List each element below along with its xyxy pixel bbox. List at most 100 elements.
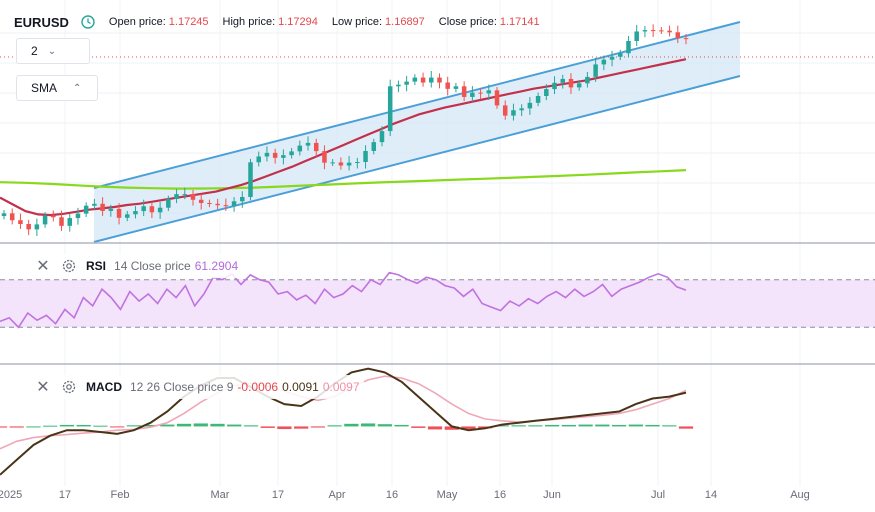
- candle-body: [650, 30, 656, 32]
- macd-histogram-bar: [176, 423, 192, 427]
- time-axis-label: May: [436, 489, 458, 501]
- macd-histogram-bar: [444, 426, 459, 430]
- macd-histogram-bar: [110, 426, 125, 428]
- candle-body: [601, 59, 607, 65]
- candle-body: [83, 205, 89, 214]
- gear-icon[interactable]: [60, 378, 78, 396]
- close-value: 1.17141: [499, 16, 540, 28]
- macd-histogram-bar: [461, 426, 476, 430]
- candle-body: [182, 194, 188, 196]
- macd-histogram-bar: [411, 426, 426, 428]
- candle-body: [281, 155, 286, 158]
- macd-histogram-bar: [59, 424, 75, 427]
- candle-body: [51, 215, 56, 218]
- candle-body: [659, 30, 664, 32]
- macd-signal-value: 0.0097: [322, 380, 360, 394]
- indicator-toggle[interactable]: SMA ⌃: [16, 75, 98, 101]
- chevron-down-icon: ⌄: [47, 45, 57, 57]
- candle-body: [609, 56, 615, 60]
- macd-histogram-bar: [43, 425, 58, 427]
- macd-histogram-bar: [210, 423, 225, 427]
- close-icon[interactable]: ✕: [36, 379, 50, 396]
- candle-body: [626, 41, 631, 54]
- candle-body: [585, 76, 590, 84]
- macd-histogram-bar: [511, 425, 526, 427]
- macd-histogram-bar: [243, 425, 259, 427]
- open-label: Open price:: [108, 16, 166, 28]
- candle-body: [675, 32, 681, 39]
- candle-body: [75, 213, 81, 219]
- macd-histogram-bar: [595, 424, 610, 427]
- candle-body: [346, 162, 352, 166]
- candle-body: [248, 162, 253, 197]
- macd-histogram-bar: [561, 424, 576, 427]
- channel-lower-line: [93, 75, 741, 243]
- macd-histogram-bar: [193, 423, 208, 427]
- candle-body: [396, 84, 401, 87]
- macd-histogram-bar: [227, 424, 242, 427]
- macd-histogram-bar: [427, 426, 443, 430]
- channel-upper-line: [93, 21, 741, 189]
- macd-histogram-bar: [76, 424, 91, 427]
- candle-body: [116, 208, 122, 218]
- candle-body: [149, 206, 155, 213]
- macd-name: MACD: [86, 380, 122, 394]
- candle-body: [18, 220, 23, 224]
- candle-body: [305, 142, 311, 146]
- macd-histogram-bar: [0, 426, 8, 428]
- pane-separators[interactable]: [0, 242, 875, 365]
- close-label: Close price:: [438, 16, 497, 28]
- candle-body: [404, 81, 409, 85]
- candle-body: [445, 82, 450, 89]
- time-axis-label: Jul: [650, 489, 666, 501]
- chevron-up-icon: ⌃: [73, 82, 82, 94]
- candle-body: [330, 162, 335, 164]
- candle-body: [519, 108, 524, 111]
- low-value: 1.16897: [385, 16, 425, 28]
- macd-histogram-bar: [126, 425, 141, 427]
- rsi-line: [0, 271, 687, 329]
- candle-body: [355, 162, 360, 164]
- macd-histogram-bar: [277, 426, 292, 430]
- candle-body: [215, 203, 220, 206]
- candle-body: [470, 92, 475, 97]
- time-axis-label: 14: [704, 489, 718, 501]
- symbol-name[interactable]: EURUSD: [14, 14, 69, 30]
- interval-value: 2: [31, 44, 38, 58]
- gear-icon[interactable]: [60, 257, 78, 275]
- candle-body: [297, 145, 303, 152]
- candle-body: [34, 224, 40, 230]
- macd-histogram-bar: [662, 425, 677, 427]
- candle-body: [272, 152, 278, 158]
- time-axis-label: Feb: [110, 489, 130, 501]
- macd-histogram-bar: [143, 424, 158, 427]
- interval-dropdown[interactable]: 2 ⌄: [16, 38, 90, 64]
- candle-body: [683, 38, 689, 40]
- clock-icon[interactable]: [81, 15, 95, 29]
- macd-value: 0.0091: [282, 380, 319, 394]
- candle-body: [453, 86, 459, 89]
- rsi-pane: [0, 271, 875, 329]
- candle-body: [174, 194, 179, 199]
- candle-body: [9, 213, 15, 221]
- macd-histogram-bar: [578, 424, 593, 427]
- candle-body: [511, 110, 516, 116]
- candle-body: [322, 151, 327, 163]
- sma-slow-line: [0, 169, 687, 190]
- candle-body: [157, 207, 163, 213]
- time-axis-label: 17: [271, 489, 285, 501]
- candle-body: [141, 206, 146, 212]
- close-icon[interactable]: ✕: [36, 258, 50, 275]
- candle-body: [412, 77, 418, 82]
- high-label: High price:: [222, 16, 276, 28]
- macd-histogram-bar: [528, 425, 543, 427]
- candle-body: [437, 77, 442, 83]
- rising-channel[interactable]: [0, 21, 875, 243]
- macd-header: ✕ MACD 12 26 Close price 9 -0.0006 0.009…: [14, 375, 364, 399]
- macd-histogram-bar: [494, 425, 510, 427]
- candle-body: [1, 213, 7, 217]
- candle-body: [313, 142, 319, 152]
- macd-histogram-bar: [9, 426, 24, 428]
- candle-body: [133, 211, 138, 215]
